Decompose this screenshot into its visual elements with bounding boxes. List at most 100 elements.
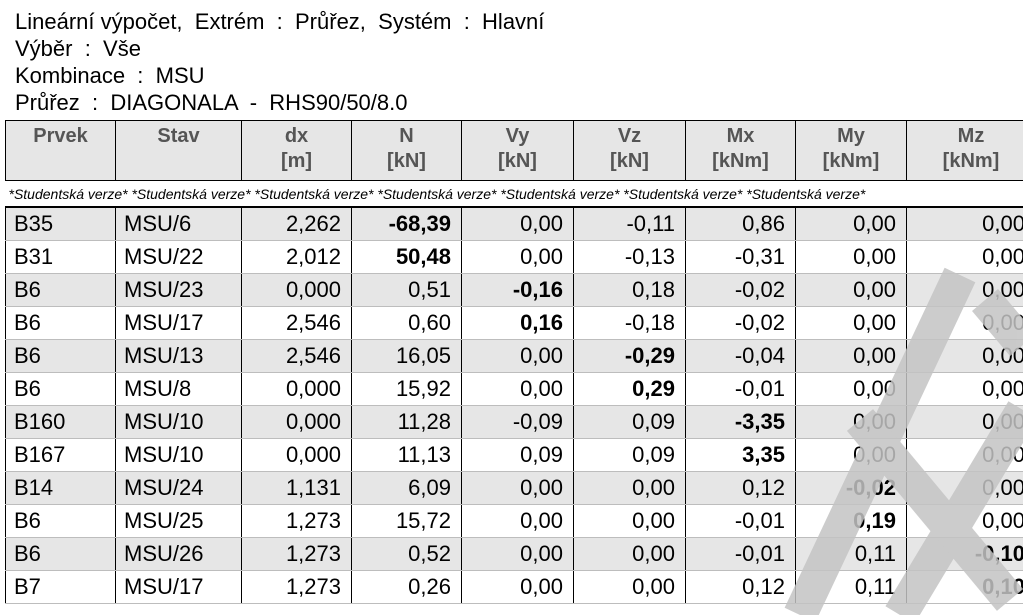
cell-prvek: B160 bbox=[5, 405, 116, 439]
cell-stav: MSU/25 bbox=[115, 504, 242, 538]
table-row: B14 MSU/24 1,131 6,09 0,00 0,00 0,12 -0,02 0,00 bbox=[5, 471, 1023, 505]
cell-dx: 0,000 bbox=[241, 372, 352, 406]
column-name: dx bbox=[284, 125, 309, 147]
cell-mz: 0,00 bbox=[906, 504, 1023, 538]
cell-n: 15,72 bbox=[351, 504, 462, 538]
cell-mx: 0,12 bbox=[685, 570, 796, 604]
cell-vz: 0,00 bbox=[573, 471, 686, 505]
cell-stav: MSU/6 bbox=[115, 206, 242, 241]
cell-stav: MSU/22 bbox=[115, 240, 242, 274]
cell-dx: 0,000 bbox=[241, 273, 352, 307]
cell-dx: 0,000 bbox=[241, 438, 352, 472]
cell-my: 0,19 bbox=[795, 504, 907, 538]
cell-mx: -0,01 bbox=[685, 537, 796, 571]
column-unit: [kN] bbox=[498, 150, 537, 172]
cell-vz: 0,00 bbox=[573, 537, 686, 571]
cell-my: 0,00 bbox=[795, 240, 907, 274]
cell-prvek: B35 bbox=[5, 206, 116, 241]
cell-vy: 0,16 bbox=[461, 306, 574, 340]
cell-dx: 1,273 bbox=[241, 570, 352, 604]
cell-dx: 2,012 bbox=[241, 240, 352, 274]
cell-dx: 1,131 bbox=[241, 471, 352, 505]
cell-my: 0,00 bbox=[795, 306, 907, 340]
cell-mz: 0,10 bbox=[906, 570, 1023, 604]
table-row: B167 MSU/10 0,000 11,13 0,09 0,09 3,35 0,00 0,00 bbox=[5, 438, 1023, 472]
cell-vy: 0,00 bbox=[461, 570, 574, 604]
table-row: B6 MSU/8 0,000 15,92 0,00 0,29 -0,01 0,00 0,00 bbox=[5, 372, 1023, 406]
cell-my: 0,00 bbox=[795, 339, 907, 373]
column-name: Mx bbox=[726, 125, 755, 147]
cell-vz: 0,09 bbox=[573, 438, 686, 472]
cell-n: 11,28 bbox=[351, 405, 462, 439]
cell-vy: 0,00 bbox=[461, 240, 574, 274]
cell-mz: 0,00 bbox=[906, 405, 1023, 439]
cell-stav: MSU/13 bbox=[115, 339, 242, 373]
cell-stav: MSU/10 bbox=[115, 438, 242, 472]
column-name: Vz bbox=[617, 125, 642, 147]
cell-vz: 0,29 bbox=[573, 372, 686, 406]
cell-vy: -0,09 bbox=[461, 405, 574, 439]
cell-vz: 0,18 bbox=[573, 273, 686, 307]
column-header-prvek: Prvek bbox=[5, 120, 116, 181]
cell-mz: -0,10 bbox=[906, 537, 1023, 571]
cell-my: 0,11 bbox=[795, 570, 907, 604]
cell-vy: 0,00 bbox=[461, 471, 574, 505]
cell-n: 0,60 bbox=[351, 306, 462, 340]
column-name: N bbox=[399, 125, 414, 147]
cell-prvek: B7 bbox=[5, 570, 116, 604]
table-row: B35 MSU/6 2,262 -68,39 0,00 -0,11 0,86 0,00 0,00 bbox=[5, 206, 1023, 241]
cell-mx: -3,35 bbox=[685, 405, 796, 439]
cell-n: -68,39 bbox=[351, 206, 462, 241]
cell-prvek: B14 bbox=[5, 471, 116, 505]
cell-n: 0,51 bbox=[351, 273, 462, 307]
column-unit: [m] bbox=[280, 150, 313, 172]
cell-vy: 0,00 bbox=[461, 504, 574, 538]
cell-my: 0,00 bbox=[795, 438, 907, 472]
table-row: B7 MSU/17 1,273 0,26 0,00 0,00 0,12 0,11 0,10 bbox=[5, 570, 1023, 604]
cell-prvek: B31 bbox=[5, 240, 116, 274]
cell-vy: 0,00 bbox=[461, 339, 574, 373]
cell-vy: 0,00 bbox=[461, 372, 574, 406]
cell-mz: 0,00 bbox=[906, 438, 1023, 472]
cell-vz: 0,00 bbox=[573, 570, 686, 604]
cell-mx: -0,31 bbox=[685, 240, 796, 274]
cell-mx: -0,02 bbox=[685, 273, 796, 307]
column-unit: [kN] bbox=[387, 150, 426, 172]
cell-n: 6,09 bbox=[351, 471, 462, 505]
cell-stav: MSU/23 bbox=[115, 273, 242, 307]
column-name: Mz bbox=[957, 125, 985, 147]
cell-mx: -0,01 bbox=[685, 372, 796, 406]
cell-vz: 0,00 bbox=[573, 504, 686, 538]
cell-mx: 0,12 bbox=[685, 471, 796, 505]
cell-n: 0,26 bbox=[351, 570, 462, 604]
cell-stav: MSU/24 bbox=[115, 471, 242, 505]
column-name: Vy bbox=[505, 125, 530, 147]
column-header-mz: Mz [kNm] bbox=[906, 120, 1023, 181]
cell-prvek: B6 bbox=[5, 537, 116, 571]
cell-mz: 0,00 bbox=[906, 273, 1023, 307]
cell-vz: -0,29 bbox=[573, 339, 686, 373]
cell-mx: 3,35 bbox=[685, 438, 796, 472]
cell-n: 16,05 bbox=[351, 339, 462, 373]
cell-stav: MSU/17 bbox=[115, 306, 242, 340]
cell-my: 0,11 bbox=[795, 537, 907, 571]
cell-mx: -0,02 bbox=[685, 306, 796, 340]
column-name: Stav bbox=[157, 125, 200, 147]
cell-stav: MSU/10 bbox=[115, 405, 242, 439]
cell-mz: 0,00 bbox=[906, 206, 1023, 241]
cell-mz: 0,00 bbox=[906, 471, 1023, 505]
cross-section-line: Průřez : DIAGONALA - RHS90/50/8.0 bbox=[15, 90, 408, 115]
table-row: B6 MSU/25 1,273 15,72 0,00 0,00 -0,01 0,19 0,00 bbox=[5, 504, 1023, 538]
column-header-n: N [kN] bbox=[351, 120, 462, 181]
cell-n: 15,92 bbox=[351, 372, 462, 406]
report-title: Lineární výpočet, Extrém : Průřez, Systé… bbox=[15, 9, 545, 34]
cell-vz: -0,13 bbox=[573, 240, 686, 274]
selection-line: Výběr : Vše bbox=[15, 36, 141, 61]
cell-vz: -0,11 bbox=[573, 206, 686, 241]
cell-n: 50,48 bbox=[351, 240, 462, 274]
cell-mz: 0,00 bbox=[906, 372, 1023, 406]
column-header-mx: Mx [kNm] bbox=[685, 120, 796, 181]
table-row: B6 MSU/13 2,546 16,05 0,00 -0,29 -0,04 0,00 0,00 bbox=[5, 339, 1023, 373]
column-header-vy: Vy [kN] bbox=[461, 120, 574, 181]
cell-mz: 0,00 bbox=[906, 306, 1023, 340]
